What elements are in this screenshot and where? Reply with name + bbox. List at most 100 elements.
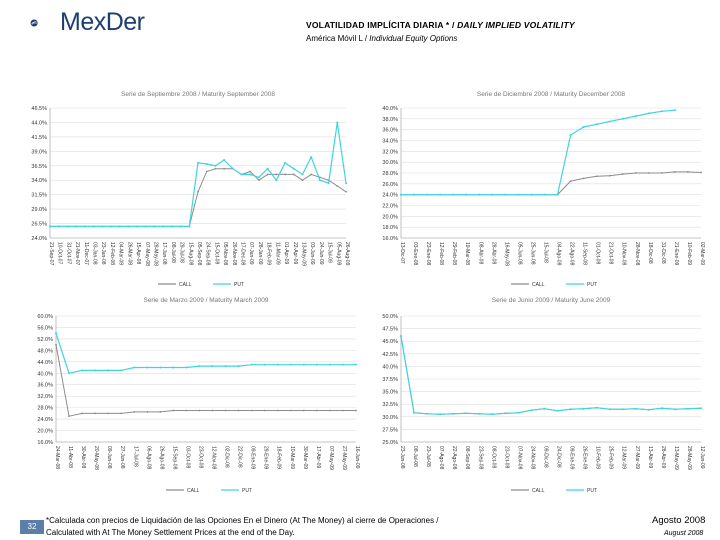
footnote-en: Calculated with At The Money Settlement … [46, 528, 295, 537]
chart-title: Serie de Marzo 2009 / Maturity March 200… [143, 297, 268, 304]
data-point-put [172, 366, 175, 369]
data-point-put [289, 363, 292, 366]
series-line-put [401, 109, 675, 196]
x-tick-label: 21-Oct-08 [608, 242, 614, 264]
data-point-put [673, 408, 676, 411]
y-tick-label: 34.0% [31, 178, 47, 184]
data-point-put [240, 173, 243, 176]
data-point-call [284, 173, 286, 176]
data-point-put [266, 167, 269, 170]
x-tick-label: 16-Jun-09 [354, 446, 360, 469]
data-point-put [250, 363, 253, 366]
x-tick-label: 05-Sep-08 [196, 242, 202, 266]
data-point-call [197, 190, 199, 193]
y-tick-label: 52.0% [37, 337, 53, 343]
x-tick-label: 07-Ago-08 [438, 446, 444, 470]
data-point-put [341, 363, 344, 366]
data-point-put [120, 369, 123, 372]
data-point-call [336, 185, 339, 187]
x-tick-label: 13-May-09 [673, 446, 679, 470]
x-tick-label: 10-Feb-09 [686, 242, 692, 265]
data-point-put [136, 225, 139, 228]
y-tick-label: 41.5% [31, 135, 47, 141]
data-point-put [75, 225, 78, 228]
chart-march-2009: Serie de Marzo 2009 / Maturity March 200… [37, 297, 360, 494]
y-tick-label: 36.0% [37, 383, 53, 389]
x-tick-label: 02-Mar-09 [699, 242, 705, 265]
x-tick-label: 07-Nov-08 [516, 446, 522, 470]
data-point-put [530, 409, 533, 412]
y-tick-label: 34.0% [382, 139, 398, 145]
x-tick-label: 26-Nov-08 [231, 242, 237, 266]
data-point-put [504, 193, 507, 196]
x-tick-label: 08-Abr-08 [477, 242, 483, 264]
data-point-put [413, 193, 416, 196]
legend-label-put: PUT [234, 282, 244, 288]
x-tick-label: 26-Ago-08 [158, 446, 164, 470]
y-tick-label: 24.0% [31, 236, 47, 242]
data-point-put [556, 193, 559, 196]
y-tick-label: 40.0% [37, 371, 53, 377]
x-tick-label: 22-Ago-08 [569, 242, 575, 266]
data-point-put [284, 161, 287, 164]
x-tick-label: 28-Nov-08 [634, 242, 640, 266]
data-point-put [478, 193, 481, 196]
x-tick-label: 28-May-08 [152, 242, 158, 266]
x-tick-label: 12-Mar-09 [621, 446, 627, 469]
data-point-call [634, 172, 637, 174]
data-point-put [249, 173, 252, 176]
x-tick-label: 05-Nov-08 [222, 242, 228, 266]
data-point-put [543, 407, 546, 410]
x-tick-label: 12-Jun-09 [699, 446, 705, 469]
x-tick-label: 23-Jan-08 [100, 242, 106, 265]
data-point-call [608, 174, 611, 177]
page-number: 32 [20, 520, 44, 534]
y-tick-label: 37.5% [382, 377, 398, 383]
series-line-call [50, 168, 347, 227]
data-point-call [595, 175, 598, 178]
x-tick-label: 29-Feb-08 [451, 242, 457, 265]
x-tick-label: 17-Jun-08 [161, 242, 167, 265]
x-tick-label: 18-Feb-09 [266, 242, 272, 265]
data-point-call [133, 411, 136, 413]
x-tick-label: 04-Mar-08 [118, 242, 124, 265]
data-point-call [647, 172, 650, 174]
data-point-call [263, 409, 266, 412]
data-point-call [94, 412, 97, 415]
data-point-put [109, 225, 112, 228]
x-tick-label: 15-Apr-08 [135, 242, 141, 264]
data-point-call [276, 409, 279, 412]
data-point-put [634, 407, 637, 410]
page-subtitle-es: América Móvil L / [306, 34, 368, 43]
data-point-put [94, 369, 97, 372]
data-point-call [289, 409, 292, 412]
chart-title: Serie de Septiembre 2008 / Maturity Sept… [121, 91, 275, 98]
x-tick-label: 10-Mar-09 [289, 446, 295, 469]
data-point-put [647, 112, 650, 115]
data-point-put [556, 409, 559, 412]
x-tick-label: 19-Mar-08 [464, 242, 470, 265]
x-tick-label: 28-Jan-09 [257, 242, 263, 265]
x-tick-label: 12-Feb-08 [109, 242, 115, 265]
x-tick-label: 17-Dec-08 [240, 242, 246, 266]
data-point-put [237, 365, 240, 368]
data-point-call [223, 167, 226, 170]
data-point-call [224, 409, 227, 412]
x-tick-label: 03-Jun-09 [309, 242, 315, 265]
y-tick-label: 29.0% [31, 207, 47, 213]
data-point-put [400, 335, 402, 338]
data-point-call [198, 409, 201, 412]
x-tick-label: 21-Sep-07 [48, 242, 54, 266]
y-tick-label: 42.5% [382, 352, 398, 358]
data-point-call [301, 179, 304, 182]
x-tick-label: 25-Feb-09 [608, 446, 614, 469]
data-point-put [179, 225, 182, 228]
data-point-call [329, 409, 331, 412]
data-point-call [68, 415, 70, 418]
page-title: VOLATILIDAD IMPLÍCITA DIARIA * / DAILY I… [306, 20, 575, 30]
x-tick-label: 01-Oct-08 [595, 242, 601, 264]
x-tick-label: 06-Ago-08 [145, 446, 151, 470]
data-point-call [211, 409, 214, 412]
chart-title: Serie de Diciembre 2008 / Maturity Decem… [477, 91, 626, 98]
data-point-call [660, 172, 663, 174]
